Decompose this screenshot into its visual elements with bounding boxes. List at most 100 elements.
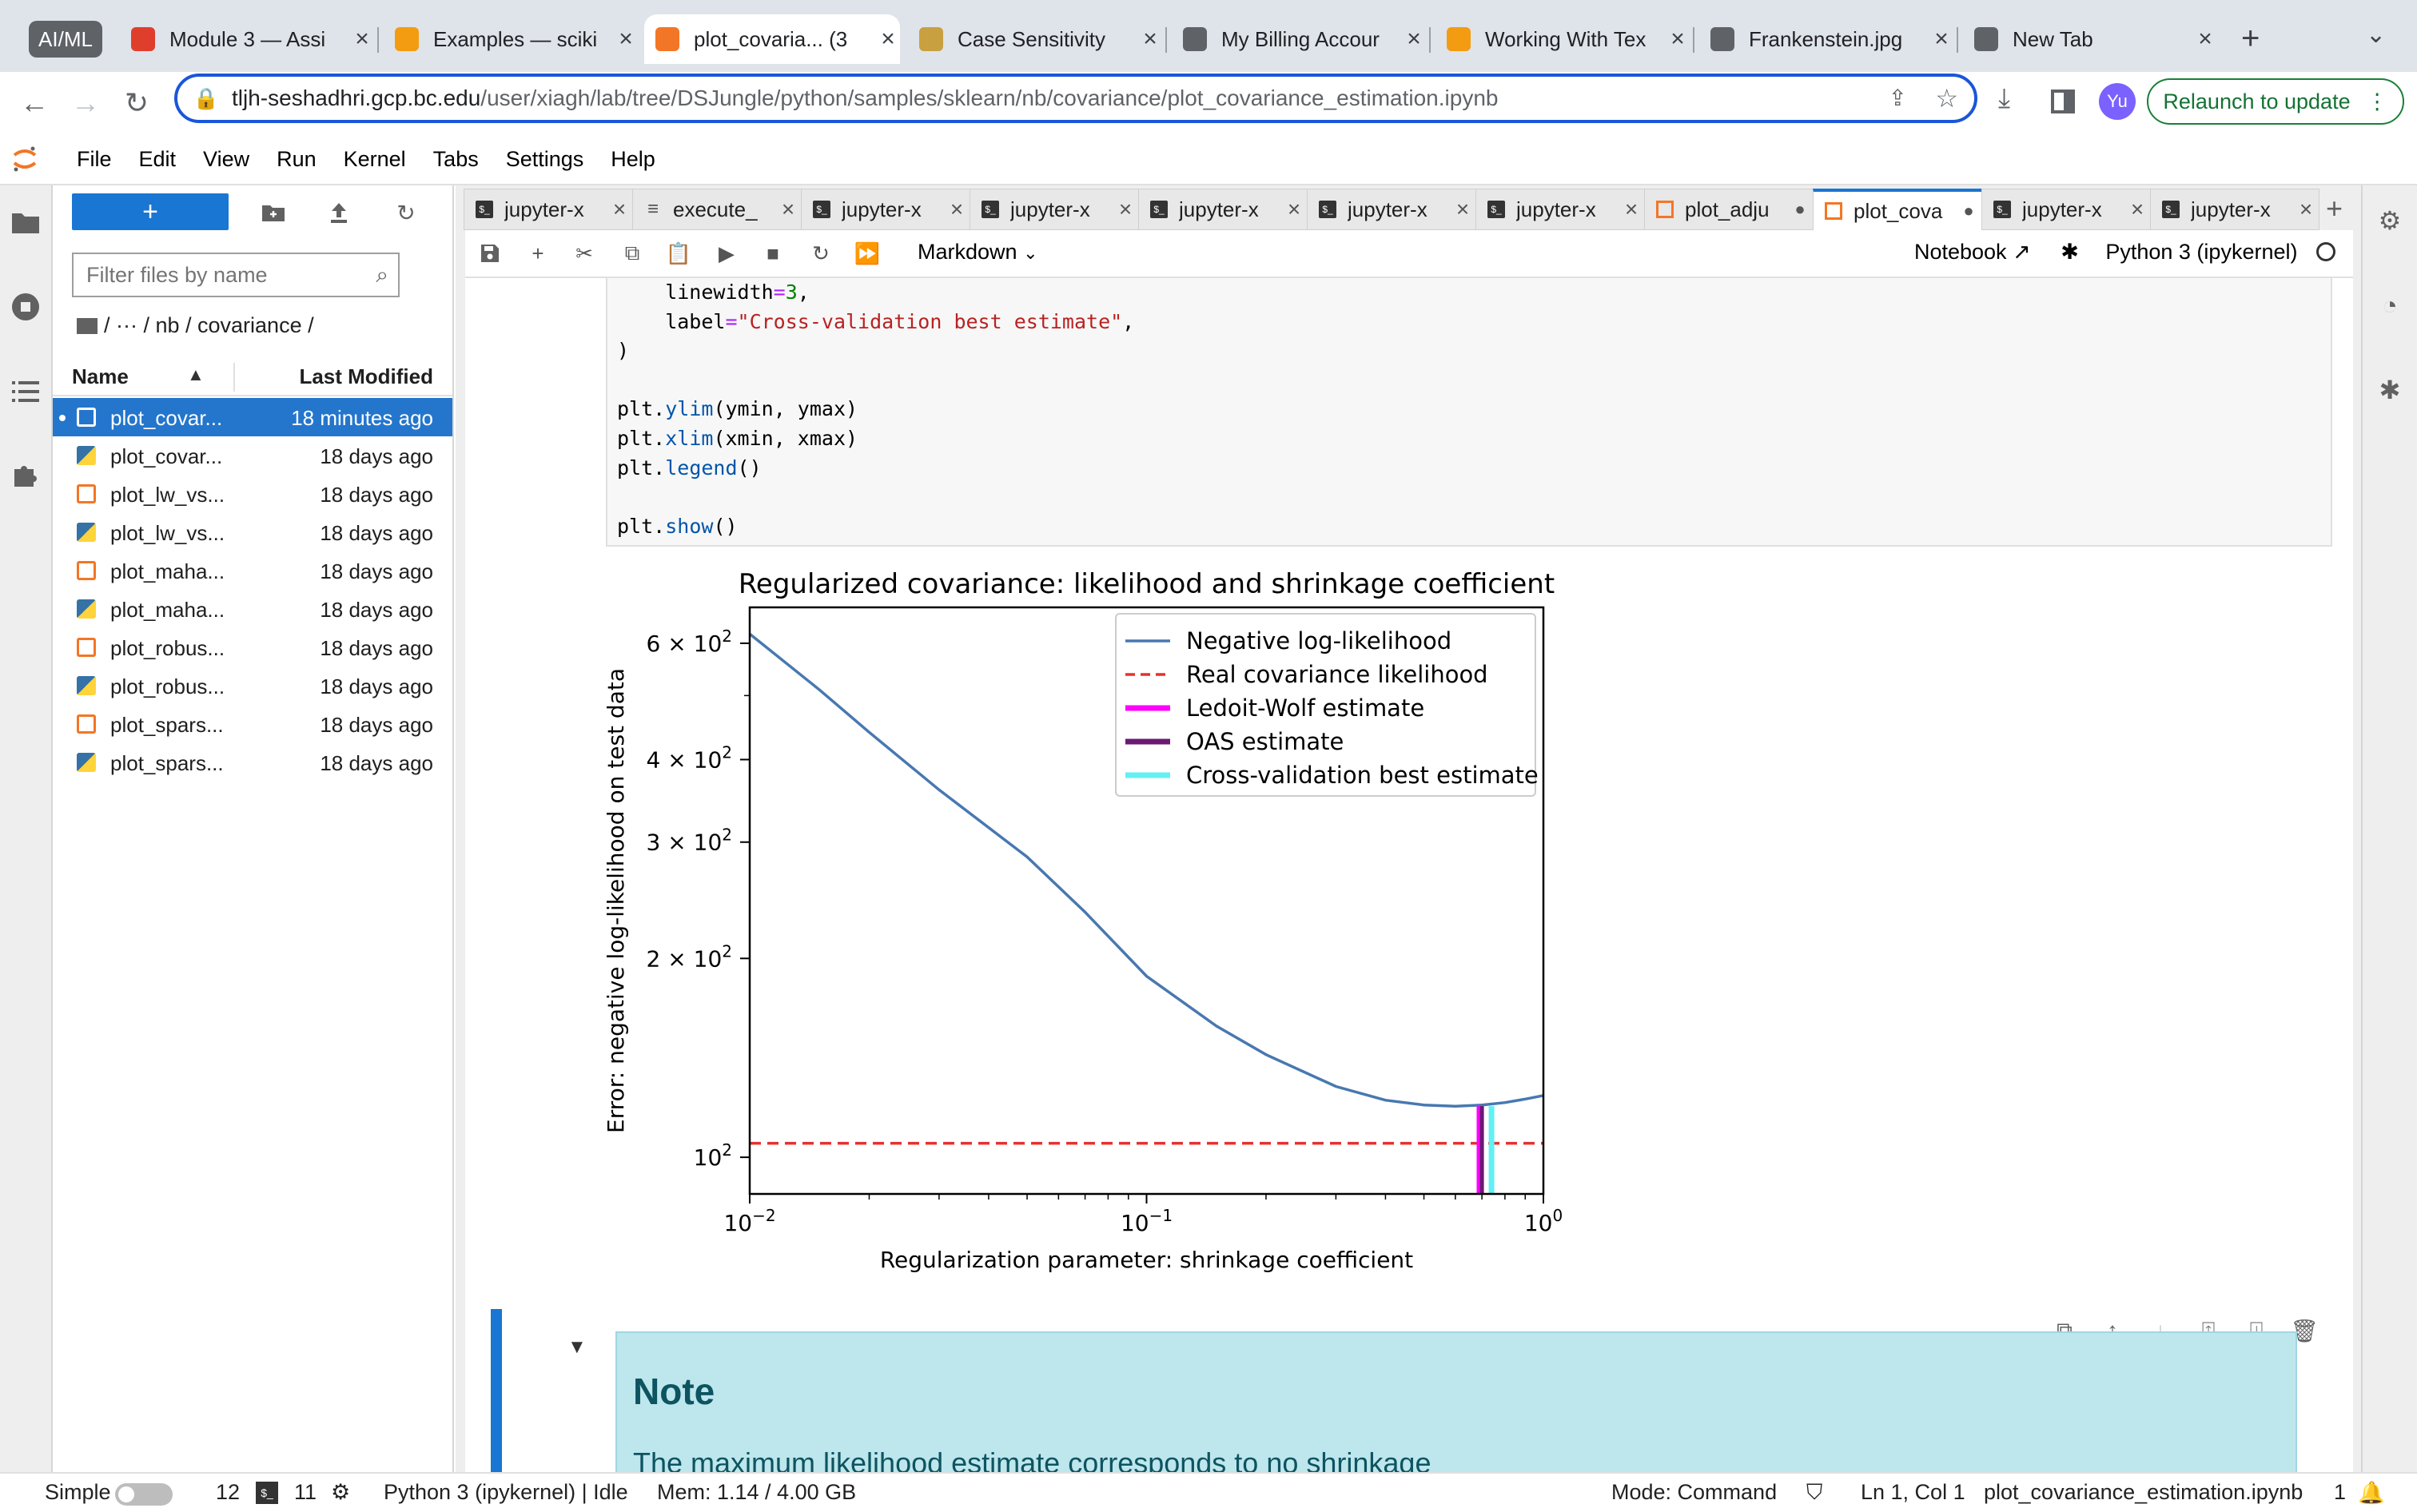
unsaved-dot-icon[interactable]: ● <box>1794 199 1806 219</box>
cut-icon[interactable]: ✂ <box>575 241 593 265</box>
site-info-icon[interactable]: 🔒 <box>193 86 220 110</box>
file-row[interactable]: plot_covar... 18 minutes ago <box>53 398 452 436</box>
restart-run-all-icon[interactable]: ⏩ <box>854 241 881 265</box>
trusted-shield-icon[interactable]: ⛉ <box>1806 1480 1823 1504</box>
browser-tab[interactable]: New Tab × <box>1963 14 2217 64</box>
back-icon[interactable]: ← <box>20 86 49 119</box>
interrupt-icon[interactable]: ■ <box>767 241 779 265</box>
close-tab-icon[interactable]: × <box>1118 197 1133 221</box>
file-row[interactable]: plot_lw_vs... 18 days ago <box>53 513 452 551</box>
more-menu-icon[interactable]: ⋮ <box>2366 89 2388 113</box>
collapse-heading-caret-icon[interactable]: ▼ <box>567 1336 587 1358</box>
menu-settings[interactable]: Settings <box>505 146 584 171</box>
document-tab[interactable]: $_ jupyter-x × <box>1307 189 1476 230</box>
kernel-status[interactable]: Python 3 (ipykernel) | Idle <box>384 1480 628 1504</box>
file-row[interactable]: plot_robus... 18 days ago <box>53 666 452 705</box>
notification-bell-icon[interactable]: 🔔 <box>2358 1481 2385 1505</box>
running-sessions-icon[interactable] <box>8 289 43 324</box>
file-row[interactable]: plot_maha... 18 days ago <box>53 551 452 590</box>
restart-icon[interactable]: ↻ <box>812 241 830 265</box>
close-tab-icon[interactable]: × <box>781 197 795 221</box>
menu-help[interactable]: Help <box>611 146 655 171</box>
close-tab-icon[interactable]: × <box>1143 26 1157 52</box>
table-of-contents-icon[interactable] <box>8 374 43 409</box>
upload-icon[interactable] <box>321 195 356 230</box>
profile-avatar[interactable]: Yu <box>2099 83 2136 120</box>
close-tab-icon[interactable]: × <box>1670 26 1685 52</box>
markdown-note-box[interactable]: Note The maximum likelihood estimate cor… <box>615 1331 2297 1472</box>
forward-icon[interactable]: → <box>71 86 100 119</box>
document-tab[interactable]: $_ jupyter-x × <box>1981 189 2151 230</box>
folder-root-icon[interactable] <box>77 318 98 334</box>
tab-group-chip[interactable]: AI/ML <box>29 21 102 58</box>
document-tab[interactable]: plot_cova ● <box>1813 189 1982 230</box>
filter-files-input[interactable]: Filter files by name ⌕ <box>72 253 400 297</box>
browser-tab[interactable]: plot_covaria... (3 × <box>644 14 900 64</box>
extensions-puzzle-icon[interactable] <box>8 457 43 492</box>
simple-mode-toggle[interactable] <box>115 1483 173 1506</box>
browser-tab[interactable]: Case Sensitivity × <box>908 14 1162 64</box>
close-tab-icon[interactable]: × <box>619 26 633 52</box>
debugger-bug-icon[interactable]: ✱ <box>2061 240 2079 264</box>
cell-collapser[interactable] <box>491 1309 502 1472</box>
folder-icon[interactable] <box>8 205 43 240</box>
document-tab[interactable]: plot_adju ● <box>1644 189 1814 230</box>
file-row[interactable]: plot_spars... 18 days ago <box>53 743 452 782</box>
file-row[interactable]: plot_covar... 18 days ago <box>53 436 452 475</box>
run-icon[interactable]: ▶ <box>719 241 735 265</box>
close-tab-icon[interactable]: × <box>2130 197 2144 221</box>
document-tab[interactable]: $_ jupyter-x × <box>1475 189 1645 230</box>
browser-tab[interactable]: Frankenstein.jpg × <box>1699 14 1953 64</box>
file-row[interactable]: plot_spars... 18 days ago <box>53 705 452 743</box>
close-tab-icon[interactable]: × <box>1407 26 1421 52</box>
breadcrumb-path[interactable]: / ··· / nb / covariance / <box>104 313 314 337</box>
download-icon[interactable]: ⤓ <box>1998 83 2011 113</box>
file-row[interactable]: plot_maha... 18 days ago <box>53 590 452 628</box>
close-tab-icon[interactable]: × <box>1934 26 1949 52</box>
close-tab-icon[interactable]: × <box>881 26 895 52</box>
close-tab-icon[interactable]: × <box>1624 197 1639 221</box>
menu-kernel[interactable]: Kernel <box>343 146 406 171</box>
new-launcher-tab-icon[interactable]: + <box>2326 192 2343 225</box>
kernel-name-button[interactable]: Python 3 (ipykernel) <box>2105 240 2298 264</box>
paste-icon[interactable]: 📋 <box>665 241 692 265</box>
new-launcher-button[interactable]: + <box>72 193 229 230</box>
insert-cell-icon[interactable]: + <box>532 241 544 265</box>
tab-search-chevron-icon[interactable]: ⌄ <box>2366 22 2387 48</box>
code-editor[interactable]: linewidth=3, label="Cross-validation bes… <box>617 278 1134 541</box>
notification-count[interactable]: 1 <box>2334 1480 2347 1504</box>
file-row[interactable]: plot_robus... 18 days ago <box>53 628 452 666</box>
refresh-icon[interactable]: ↻ <box>396 200 416 225</box>
browser-tab[interactable]: Module 3 — Assi × <box>120 14 374 64</box>
close-tab-icon[interactable]: × <box>950 197 964 221</box>
new-tab-button[interactable]: + <box>2241 21 2260 56</box>
debugger-bug-icon[interactable]: ✱ <box>2379 376 2401 404</box>
menu-run[interactable]: Run <box>277 146 317 171</box>
close-tab-icon[interactable]: × <box>2198 26 2212 52</box>
reload-icon[interactable]: ↻ <box>124 86 149 119</box>
document-tab[interactable]: $_ jupyter-x × <box>1138 189 1308 230</box>
unsaved-dot-icon[interactable]: ● <box>1963 201 1974 221</box>
last-modified-column-header[interactable]: Last Modified <box>299 364 433 388</box>
side-panel-icon[interactable] <box>2051 90 2075 113</box>
property-inspector-gear-icon[interactable]: ⚙ <box>2378 206 2402 235</box>
browser-tab[interactable]: My Billing Accour × <box>1172 14 1426 64</box>
menu-view[interactable]: View <box>203 146 250 171</box>
menu-edit[interactable]: Edit <box>138 146 177 171</box>
document-tab[interactable]: $_ jupyter-x × <box>970 189 1139 230</box>
menu-file[interactable]: File <box>77 146 112 171</box>
code-cell-input[interactable]: linewidth=3, label="Cross-validation bes… <box>606 278 2332 547</box>
close-tab-icon[interactable]: × <box>612 197 627 221</box>
kernel-count[interactable]: 11 <box>294 1480 317 1504</box>
copy-icon[interactable]: ⧉ <box>624 241 640 265</box>
close-tab-icon[interactable]: × <box>355 26 369 52</box>
browser-tab[interactable]: Examples — sciki × <box>384 14 638 64</box>
document-tab[interactable]: ≡ execute_ × <box>632 189 802 230</box>
terminal-count[interactable]: 12 <box>216 1480 241 1504</box>
menu-tabs[interactable]: Tabs <box>432 146 479 171</box>
document-tab[interactable]: $_ jupyter-x × <box>2150 189 2319 230</box>
share-icon[interactable]: ⇪ <box>1888 86 1907 110</box>
cursor-position[interactable]: Ln 1, Col 1 <box>1861 1480 1965 1504</box>
relaunch-button[interactable]: Relaunch to update ⋮ <box>2147 78 2404 125</box>
new-folder-icon[interactable] <box>256 195 291 230</box>
